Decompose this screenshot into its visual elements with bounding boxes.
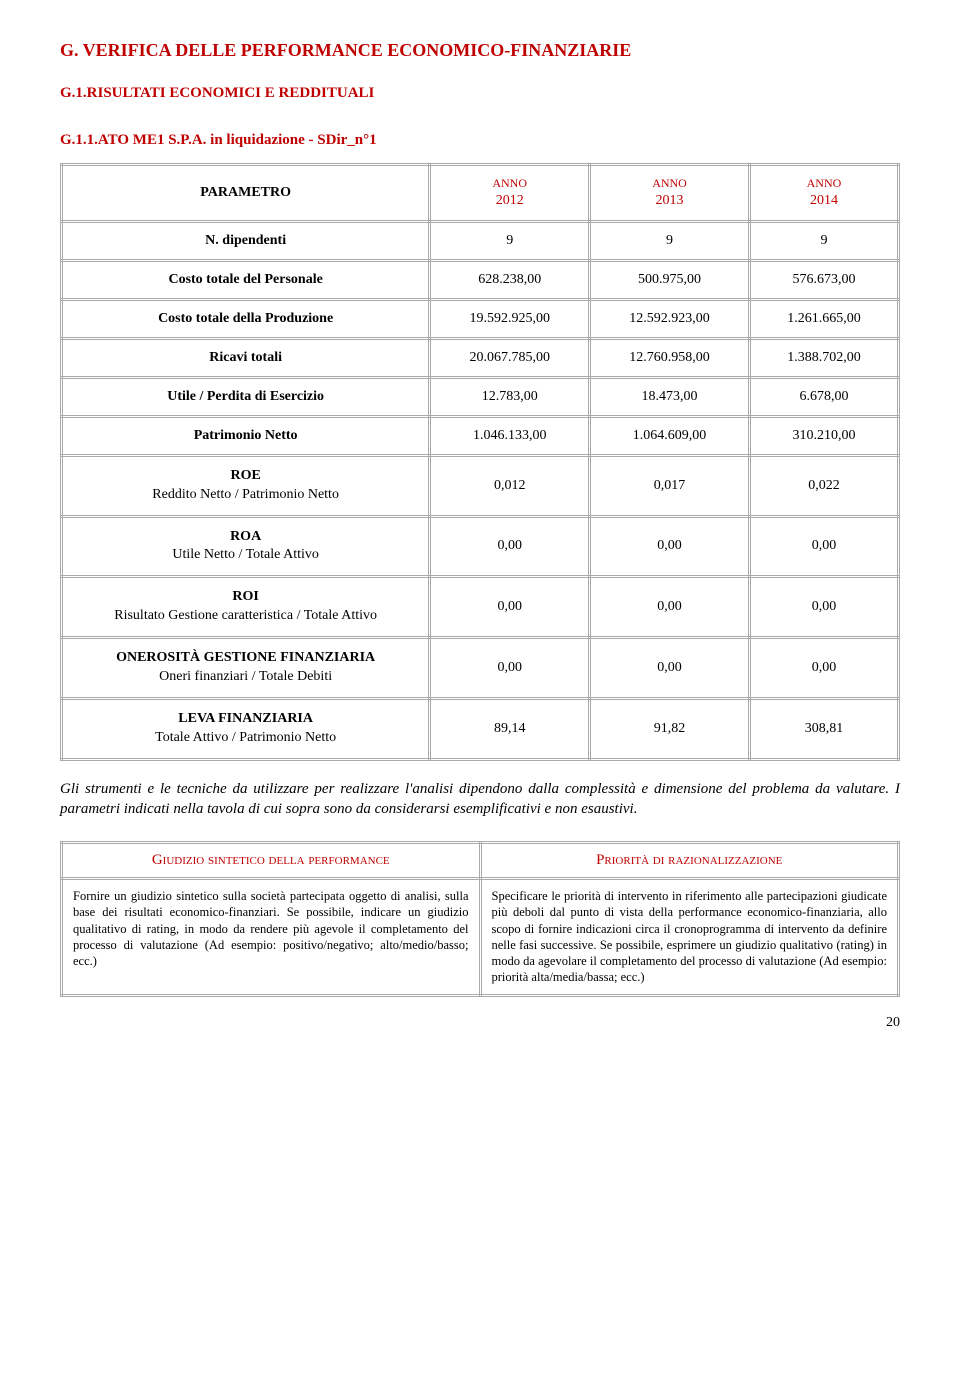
cell: 0,00 (430, 577, 590, 638)
year-value: 2012 (441, 192, 578, 210)
cell: 18.473,00 (590, 377, 750, 416)
header-parametro: PARAMETRO (62, 165, 430, 222)
table-row: Patrimonio Netto 1.046.133,00 1.064.609,… (62, 416, 899, 455)
cell: 12.783,00 (430, 377, 590, 416)
cell: 12.760.958,00 (590, 338, 750, 377)
ratio-sub: Oneri finanziari / Totale Debiti (73, 668, 418, 687)
cell: 1.064.609,00 (590, 416, 750, 455)
cell: 0,00 (590, 577, 750, 638)
table-title: G.1.1.ATO ME1 S.P.A. in liquidazione - S… (60, 132, 900, 149)
judgement-left-text: Fornire un giudizio sintetico sulla soci… (62, 879, 481, 996)
header-year-1: ANNO 2013 (590, 165, 750, 222)
subsection-heading: G.1.RISULTATI ECONOMICI E REDDITUALI (60, 85, 900, 102)
row-label: Costo totale del Personale (62, 260, 430, 299)
page-number: 20 (60, 1015, 900, 1031)
judgement-header-left: Giudizio sintetico della performance (62, 843, 481, 879)
row-label-ratio: ROA Utile Netto / Totale Attivo (62, 516, 430, 577)
table-row: ROI Risultato Gestione caratteristica / … (62, 577, 899, 638)
cell: 0,00 (749, 638, 898, 699)
row-label: Patrimonio Netto (62, 416, 430, 455)
cell: 9 (430, 221, 590, 260)
ratio-main: ROE (73, 467, 418, 486)
cell: 0,00 (749, 577, 898, 638)
row-label: Costo totale della Produzione (62, 299, 430, 338)
ratio-main: LEVA FINANZIARIA (73, 710, 418, 729)
table-row: LEVA FINANZIARIA Totale Attivo / Patrimo… (62, 698, 899, 759)
row-label-ratio: ROI Risultato Gestione caratteristica / … (62, 577, 430, 638)
judgement-header-right: Priorità di razionalizzazione (480, 843, 899, 879)
cell: 0,00 (430, 516, 590, 577)
cell: 6.678,00 (749, 377, 898, 416)
cell: 9 (749, 221, 898, 260)
ratio-sub: Utile Netto / Totale Attivo (73, 546, 418, 565)
judgement-body-row: Fornire un giudizio sintetico sulla soci… (62, 879, 899, 996)
header-year-2: ANNO 2014 (749, 165, 898, 222)
row-label-ratio: ONEROSITÀ GESTIONE FINANZIARIA Oneri fin… (62, 638, 430, 699)
table-header-row: PARAMETRO ANNO 2012 ANNO 2013 ANNO 2014 (62, 165, 899, 222)
table-row: ONEROSITÀ GESTIONE FINANZIARIA Oneri fin… (62, 638, 899, 699)
table-row: Costo totale della Produzione 19.592.925… (62, 299, 899, 338)
cell: 0,022 (749, 455, 898, 516)
cell: 310.210,00 (749, 416, 898, 455)
cell: 0,00 (590, 516, 750, 577)
table-row: ROE Reddito Netto / Patrimonio Netto 0,0… (62, 455, 899, 516)
judgement-table: Giudizio sintetico della performance Pri… (60, 841, 900, 997)
cell: 89,14 (430, 698, 590, 759)
header-year-0: ANNO 2012 (430, 165, 590, 222)
ratio-sub: Risultato Gestione caratteristica / Tota… (73, 607, 418, 626)
cell: 1.388.702,00 (749, 338, 898, 377)
cell: 308,81 (749, 698, 898, 759)
ratio-sub: Totale Attivo / Patrimonio Netto (73, 729, 418, 748)
table-row: ROA Utile Netto / Totale Attivo 0,00 0,0… (62, 516, 899, 577)
parameters-table: PARAMETRO ANNO 2012 ANNO 2013 ANNO 2014 … (60, 163, 900, 761)
cell: 500.975,00 (590, 260, 750, 299)
row-label: N. dipendenti (62, 221, 430, 260)
table-row: Utile / Perdita di Esercizio 12.783,00 1… (62, 377, 899, 416)
ratio-main: ONEROSITÀ GESTIONE FINANZIARIA (73, 649, 418, 668)
cell: 0,012 (430, 455, 590, 516)
judgement-right-text: Specificare le priorità di intervento in… (480, 879, 899, 996)
cell: 9 (590, 221, 750, 260)
cell: 576.673,00 (749, 260, 898, 299)
cell: 12.592.923,00 (590, 299, 750, 338)
row-label: Utile / Perdita di Esercizio (62, 377, 430, 416)
cell: 628.238,00 (430, 260, 590, 299)
table-row: N. dipendenti 9 9 9 (62, 221, 899, 260)
year-label: ANNO (492, 176, 527, 190)
row-label-ratio: ROE Reddito Netto / Patrimonio Netto (62, 455, 430, 516)
row-label-ratio: LEVA FINANZIARIA Totale Attivo / Patrimo… (62, 698, 430, 759)
section-heading: G. VERIFICA DELLE PERFORMANCE ECONOMICO-… (60, 40, 900, 61)
table-row: Ricavi totali 20.067.785,00 12.760.958,0… (62, 338, 899, 377)
year-label: ANNO (652, 176, 687, 190)
cell: 20.067.785,00 (430, 338, 590, 377)
cell: 19.592.925,00 (430, 299, 590, 338)
ratio-main: ROI (73, 588, 418, 607)
cell: 0,00 (749, 516, 898, 577)
cell: 91,82 (590, 698, 750, 759)
year-value: 2014 (761, 192, 887, 210)
year-value: 2013 (601, 192, 738, 210)
cell: 0,00 (430, 638, 590, 699)
row-label: Ricavi totali (62, 338, 430, 377)
ratio-sub: Reddito Netto / Patrimonio Netto (73, 486, 418, 505)
ratio-main: ROA (73, 528, 418, 547)
table-row: Costo totale del Personale 628.238,00 50… (62, 260, 899, 299)
cell: 0,017 (590, 455, 750, 516)
cell: 0,00 (590, 638, 750, 699)
cell: 1.046.133,00 (430, 416, 590, 455)
cell: 1.261.665,00 (749, 299, 898, 338)
year-label: ANNO (807, 176, 842, 190)
judgement-header-row: Giudizio sintetico della performance Pri… (62, 843, 899, 879)
footnote-text: Gli strumenti e le tecniche da utilizzar… (60, 779, 900, 820)
